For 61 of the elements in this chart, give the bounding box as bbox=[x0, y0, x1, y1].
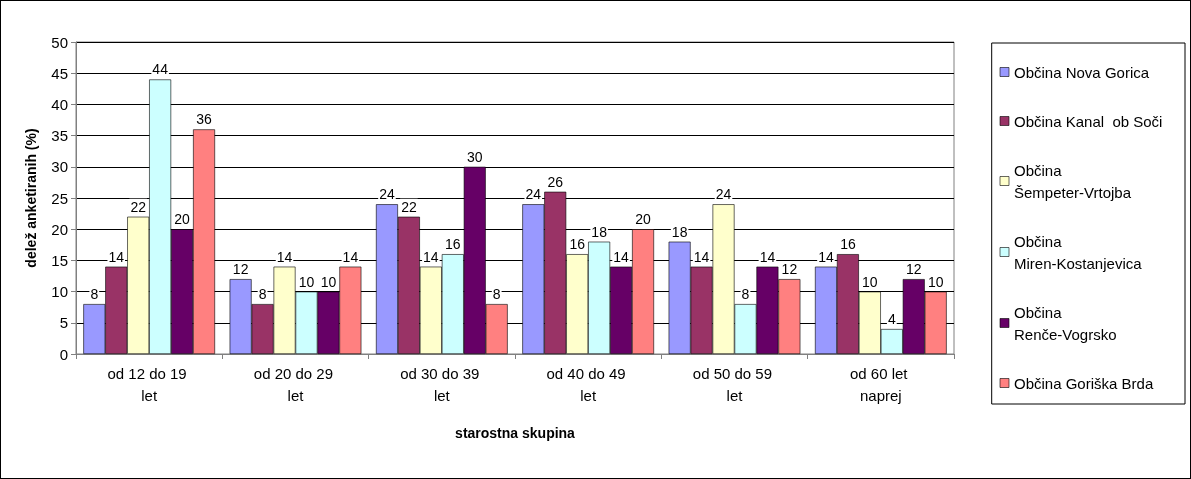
data-label: 24 bbox=[715, 186, 732, 203]
data-label: 14 bbox=[693, 248, 710, 265]
legend-label: Občina Nova Gorica bbox=[1014, 63, 1150, 81]
data-label: 24 bbox=[379, 186, 395, 203]
data-label: 30 bbox=[466, 148, 483, 165]
data-label: 14 bbox=[818, 248, 834, 265]
data-label: 22 bbox=[401, 198, 417, 215]
data-label: 44 bbox=[152, 61, 169, 78]
y-tick-label: 35 bbox=[51, 127, 68, 145]
data-label: 8 bbox=[90, 286, 99, 303]
legend-label: Občina Goriška Brda bbox=[1014, 374, 1154, 392]
y-tick-label: 5 bbox=[59, 314, 68, 332]
data-label: 4 bbox=[887, 311, 896, 328]
data-label: 8 bbox=[492, 286, 501, 303]
y-tick-label: 30 bbox=[51, 158, 68, 176]
data-label: 22 bbox=[130, 198, 147, 215]
data-label: 8 bbox=[258, 286, 267, 303]
data-label: 10 bbox=[862, 273, 878, 290]
data-label: 16 bbox=[445, 236, 461, 253]
data-label: 12 bbox=[232, 261, 249, 278]
data-label: 16 bbox=[569, 236, 586, 253]
legend-label: Občina Miren-Kostanjevica bbox=[1014, 232, 1143, 272]
data-label: 14 bbox=[759, 248, 776, 265]
data-label: 20 bbox=[174, 211, 191, 228]
data-label: 10 bbox=[927, 273, 944, 290]
data-label: 12 bbox=[905, 261, 922, 278]
y-tick-label: 15 bbox=[51, 251, 68, 269]
data-label: 14 bbox=[423, 248, 439, 265]
x-tick-label: od 30 do 39 let bbox=[400, 364, 484, 404]
x-tick-label: od 50 do 59 let bbox=[692, 364, 777, 404]
y-tick-label: 45 bbox=[51, 64, 68, 82]
x-tick-label: od 12 do 19 let bbox=[107, 364, 191, 404]
x-tick-label: od 20 do 29 let bbox=[253, 364, 338, 404]
y-tick-label: 50 bbox=[51, 33, 68, 51]
data-label: 26 bbox=[547, 173, 564, 190]
x-axis-title: starostna skupina bbox=[455, 425, 576, 441]
data-label: 14 bbox=[276, 248, 293, 265]
data-label: 18 bbox=[591, 223, 608, 240]
y-tick-label: 20 bbox=[51, 220, 68, 238]
x-tick-label: od 60 let naprej bbox=[849, 364, 912, 404]
y-tick-label: 25 bbox=[51, 189, 68, 207]
y-tick-label: 40 bbox=[51, 95, 68, 113]
data-label: 36 bbox=[196, 111, 213, 128]
data-label: 14 bbox=[342, 248, 359, 265]
data-label: 18 bbox=[671, 223, 688, 240]
data-label: 14 bbox=[613, 248, 630, 265]
data-label: 24 bbox=[525, 186, 542, 203]
data-label: 10 bbox=[320, 273, 337, 290]
legend-label: Občina Kanal ob Soči bbox=[1014, 112, 1163, 130]
data-label: 10 bbox=[298, 273, 315, 290]
y-axis-title: delež anketiranih (%) bbox=[23, 128, 39, 268]
data-label: 8 bbox=[741, 286, 750, 303]
data-label: 12 bbox=[781, 261, 798, 278]
legend-label: Občina Renče-Vogrsko bbox=[1014, 303, 1117, 343]
data-label: 14 bbox=[108, 248, 125, 265]
data-label: 16 bbox=[840, 236, 856, 253]
legend-label: Občina Šempeter-Vrtojba bbox=[1014, 161, 1132, 201]
x-tick-label: od 40 do 49 let bbox=[546, 364, 630, 404]
data-label: 20 bbox=[635, 211, 652, 228]
y-tick-label: 10 bbox=[51, 283, 68, 301]
y-tick-label: 0 bbox=[59, 345, 68, 363]
